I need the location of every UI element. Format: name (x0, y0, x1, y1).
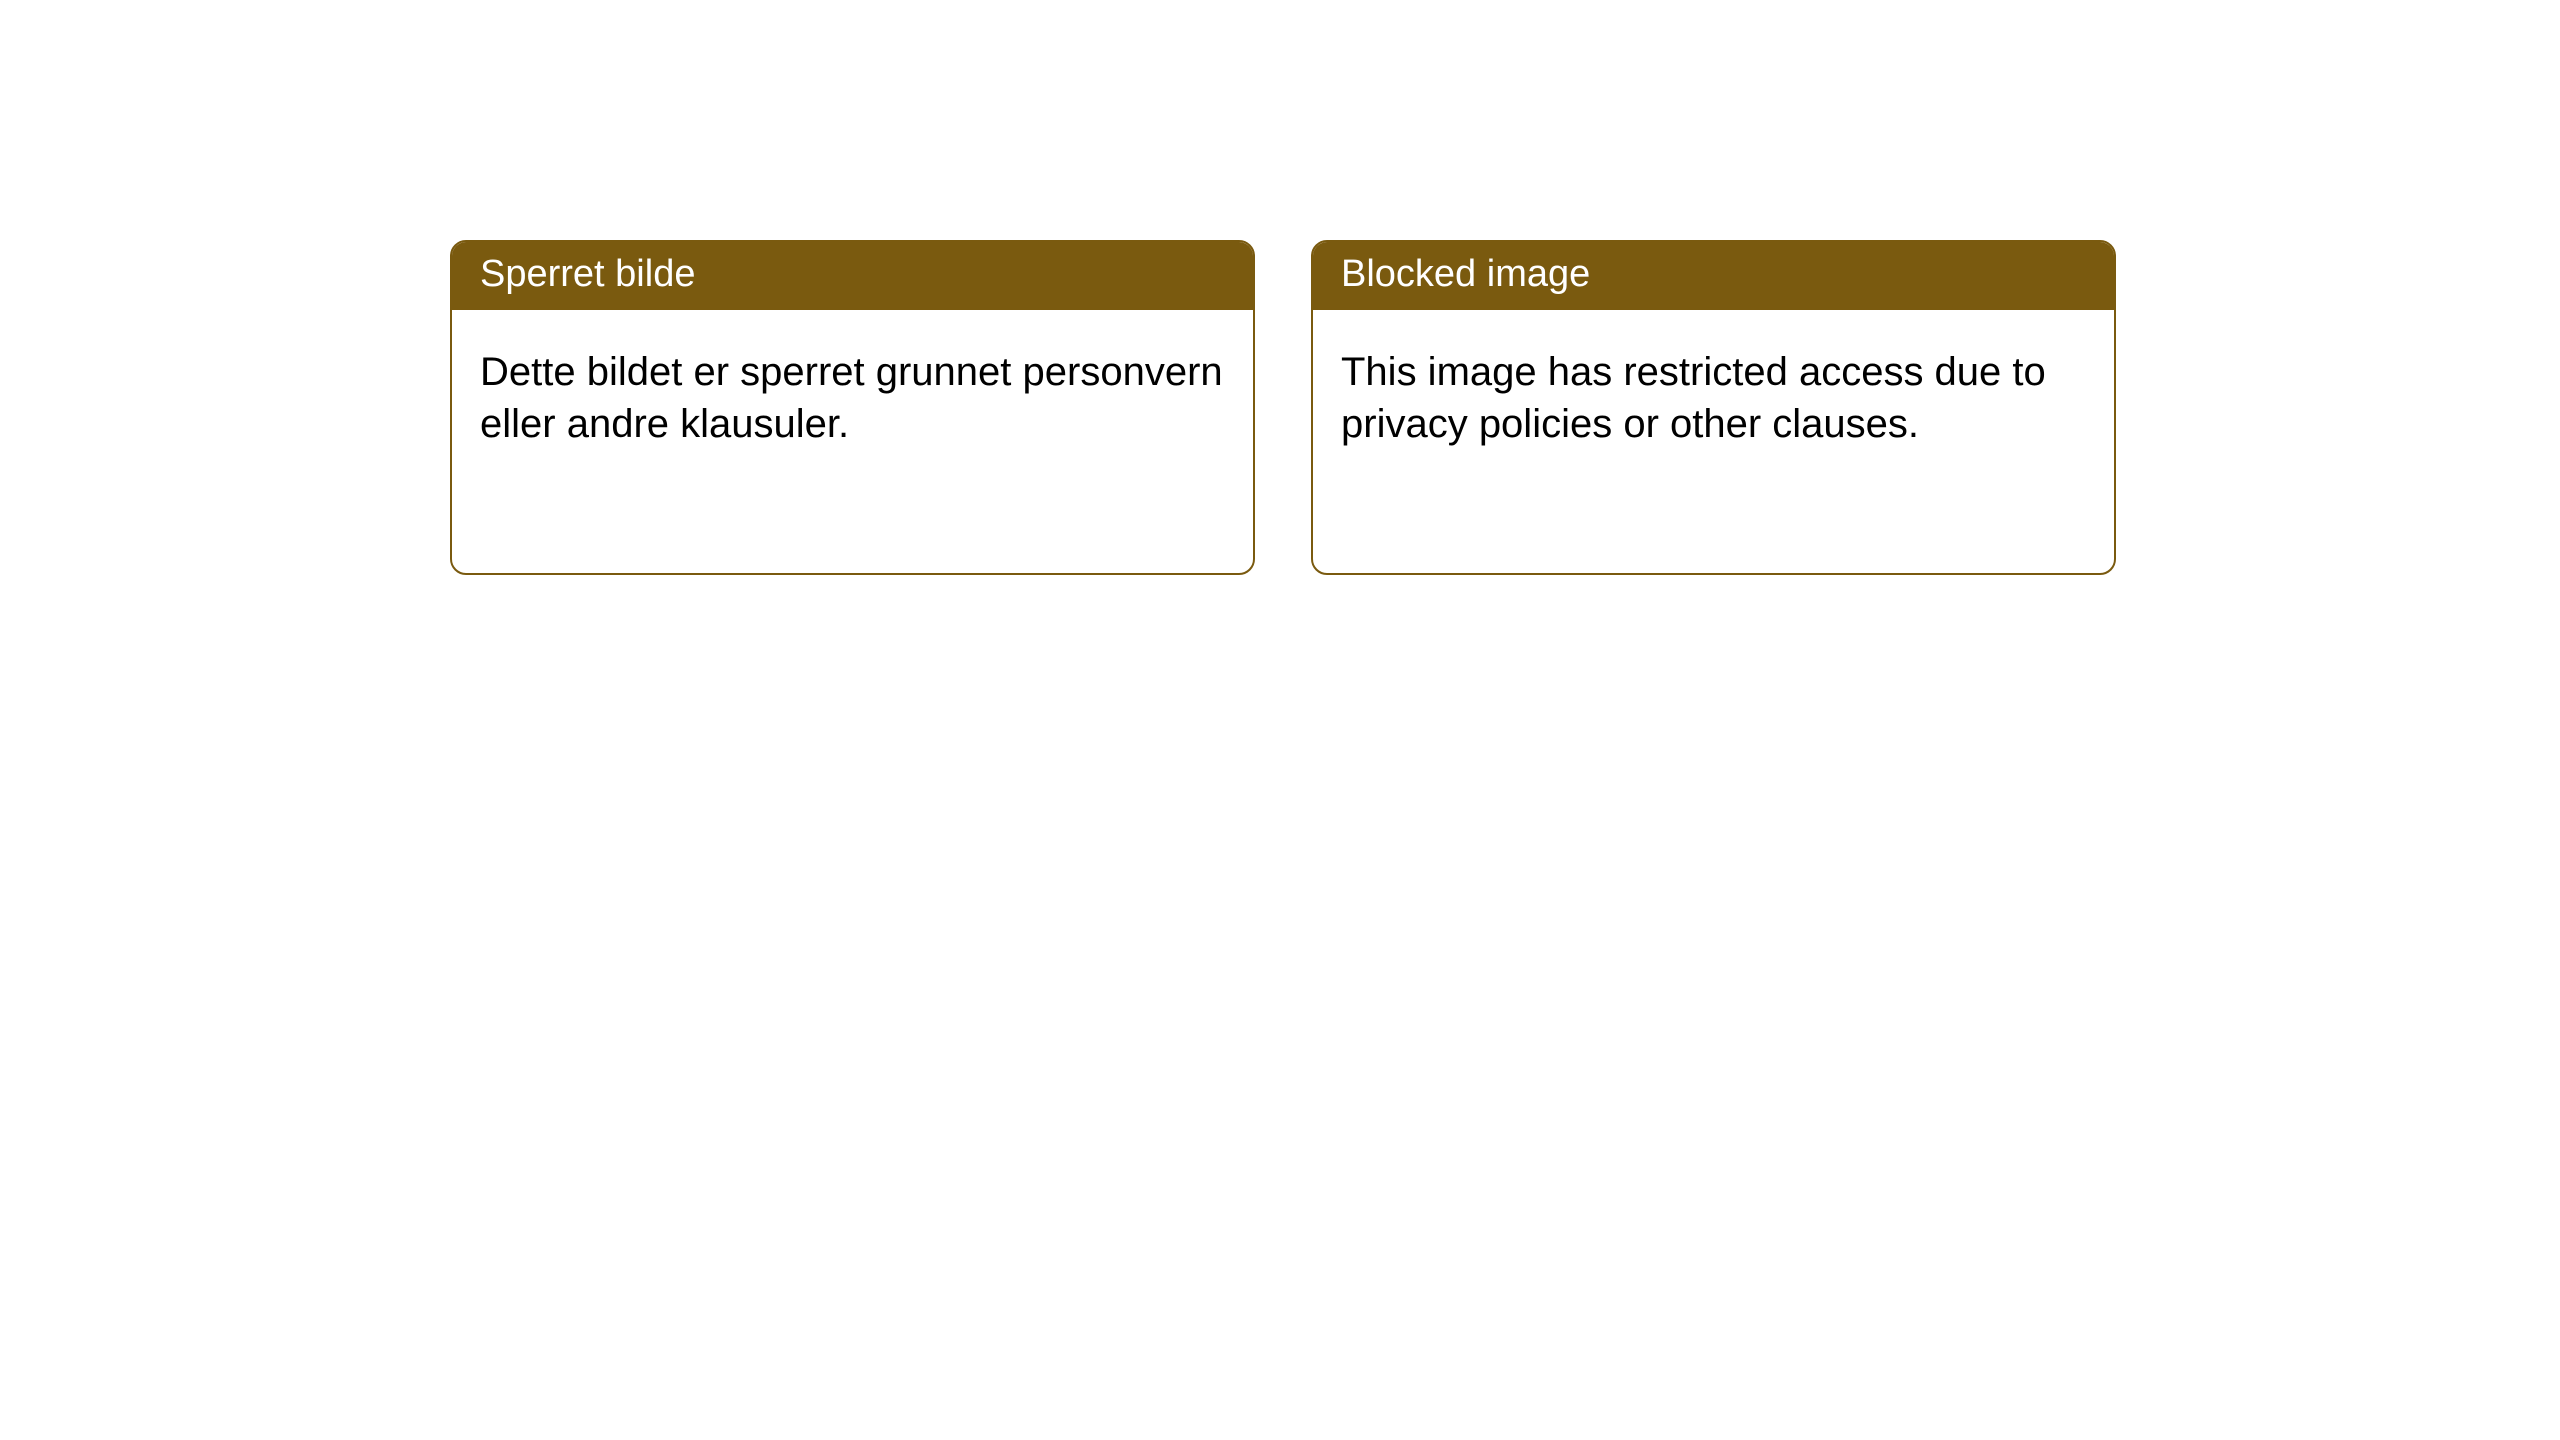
notice-title: Blocked image (1313, 242, 2114, 310)
notice-body: Dette bildet er sperret grunnet personve… (452, 310, 1253, 478)
notice-card-norwegian: Sperret bilde Dette bildet er sperret gr… (450, 240, 1255, 575)
notice-card-english: Blocked image This image has restricted … (1311, 240, 2116, 575)
notice-title: Sperret bilde (452, 242, 1253, 310)
notice-body: This image has restricted access due to … (1313, 310, 2114, 478)
notice-container: Sperret bilde Dette bildet er sperret gr… (0, 0, 2560, 575)
